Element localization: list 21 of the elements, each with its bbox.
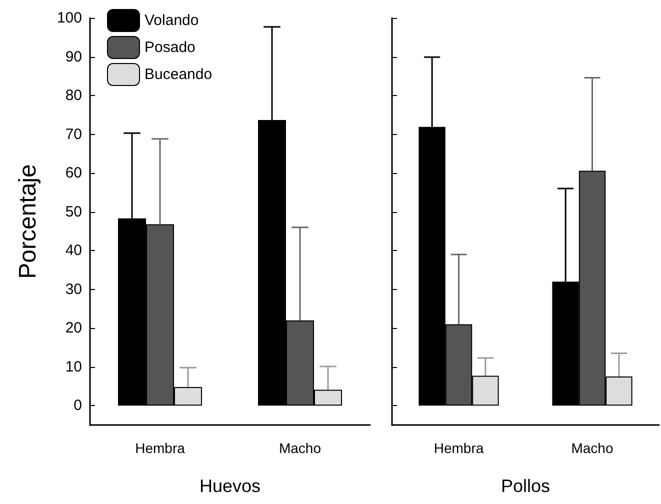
legend-label: Posado: [144, 39, 196, 56]
y-tick-label: 30: [65, 280, 82, 298]
y-tick-label: 20: [65, 320, 82, 337]
y-tick-label: 60: [65, 164, 82, 182]
x-axis-title: Pollos: [500, 476, 550, 496]
x-tick-label: Hembra: [434, 440, 484, 456]
y-tick-label: 50: [65, 203, 82, 220]
y-tick-label: 90: [65, 48, 82, 66]
legend-label: Buceando: [144, 66, 212, 83]
x-tick-label: Macho: [278, 440, 322, 456]
y-axis-title: Porcentaje: [14, 164, 42, 279]
y-tick-label: 80: [65, 87, 82, 104]
y-tick-label: 40: [65, 242, 82, 260]
y-tick-label: 10: [65, 358, 82, 376]
x-tick-label: Macho: [571, 440, 614, 456]
x-tick-label: Hembra: [135, 440, 186, 456]
legend-label: Volando: [144, 12, 199, 29]
x-axis-title: Huevos: [199, 476, 261, 496]
y-tick-label: 70: [65, 126, 82, 143]
y-tick-label: 100: [56, 10, 82, 26]
y-tick-label: 0: [74, 397, 82, 414]
